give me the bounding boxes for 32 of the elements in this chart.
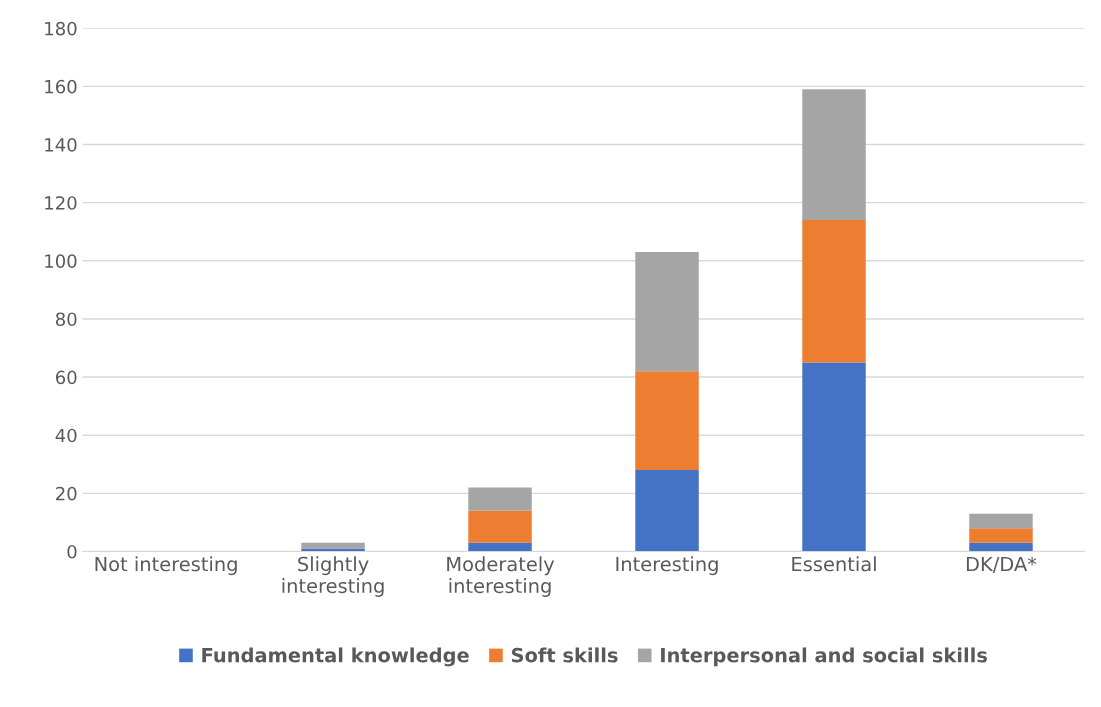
bar <box>969 542 1033 552</box>
x-tick-label: Not interesting <box>95 556 237 576</box>
y-tick-label: 160 <box>45 79 77 94</box>
x-tick-label: Moderately interesting <box>447 556 555 597</box>
y-tick-label: 20 <box>56 486 77 501</box>
bar <box>802 362 866 552</box>
x-tick-label: Interesting <box>616 556 718 576</box>
legend-label: Fundamental knowledge <box>202 647 469 667</box>
x-tick-label: DK/DA* <box>966 556 1037 573</box>
bar <box>969 528 1033 543</box>
y-tick-label: 80 <box>55 312 77 327</box>
y-tick-label: 100 <box>45 254 77 268</box>
bar <box>802 220 866 363</box>
y-tick-label: 40 <box>55 428 77 443</box>
legend-label: Interpersonal and social skills <box>661 647 987 667</box>
bar <box>468 510 532 543</box>
bar <box>468 487 532 511</box>
y-tick-label: 140 <box>45 138 77 152</box>
x-tick-label: Essential <box>792 556 876 572</box>
y-tick-label: 60 <box>56 370 77 385</box>
bar <box>802 89 866 221</box>
bar <box>969 513 1033 529</box>
bar <box>301 542 365 549</box>
bar <box>635 371 699 471</box>
bar <box>635 252 699 372</box>
bar <box>635 470 699 552</box>
y-tick-label: 0 <box>67 544 77 559</box>
legend-label: Soft skills <box>511 647 618 663</box>
y-tick-label: 180 <box>45 21 77 36</box>
y-tick-label: 120 <box>45 196 77 210</box>
x-tick-label: Slightly interesting <box>282 556 384 597</box>
bar <box>468 542 532 552</box>
